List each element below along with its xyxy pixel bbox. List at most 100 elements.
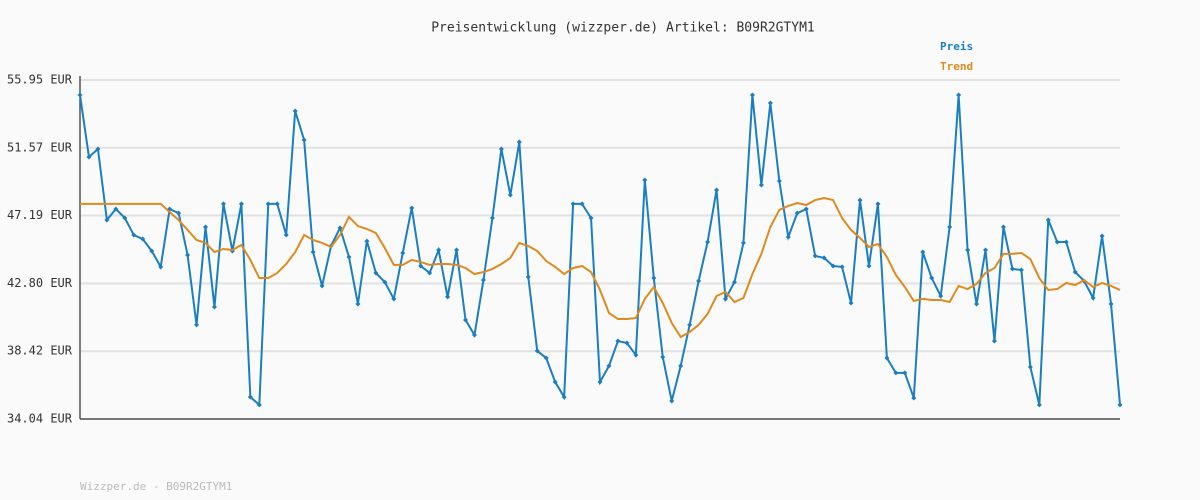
- point-marker: [579, 201, 585, 207]
- point-marker: [570, 201, 576, 207]
- point-marker: [436, 247, 442, 253]
- point-marker: [454, 247, 460, 253]
- point-marker: [767, 100, 773, 106]
- point-marker: [86, 154, 92, 160]
- point-marker: [1072, 269, 1078, 275]
- point-marker: [839, 264, 845, 270]
- point-marker: [731, 279, 737, 285]
- point-marker: [131, 232, 137, 238]
- point-marker: [615, 338, 621, 344]
- point-marker: [723, 296, 729, 302]
- point-marker: [857, 197, 863, 203]
- point-marker: [1090, 295, 1096, 301]
- point-marker: [355, 301, 361, 307]
- point-marker: [1045, 217, 1051, 223]
- point-marker: [588, 215, 594, 221]
- y-tick-label: 42.80 EUR: [7, 276, 73, 290]
- point-marker: [391, 296, 397, 302]
- point-marker: [203, 224, 209, 230]
- point-marker: [920, 249, 926, 255]
- point-marker: [794, 210, 800, 216]
- point-marker: [158, 264, 164, 270]
- point-marker: [1000, 224, 1006, 230]
- point-marker: [149, 248, 155, 254]
- point-marker: [247, 394, 253, 400]
- y-tick-label: 34.04 EUR: [7, 412, 73, 426]
- point-marker: [346, 254, 352, 260]
- point-marker: [364, 238, 370, 244]
- point-marker: [534, 348, 540, 354]
- point-marker: [122, 215, 128, 221]
- point-marker: [893, 370, 899, 376]
- point-marker: [902, 370, 908, 376]
- point-marker: [929, 275, 935, 281]
- point-marker: [669, 398, 675, 404]
- point-marker: [301, 137, 307, 143]
- point-marker: [830, 263, 836, 269]
- y-tick-label: 38.42 EUR: [7, 344, 73, 358]
- point-marker: [400, 250, 406, 256]
- chart-title: Preisentwicklung (wizzper.de) Artikel: B…: [431, 21, 815, 36]
- point-marker: [507, 192, 513, 198]
- point-marker: [938, 293, 944, 299]
- point-marker: [265, 201, 271, 207]
- point-marker: [866, 263, 872, 269]
- point-marker: [185, 252, 191, 258]
- point-marker: [489, 215, 495, 221]
- point-marker: [678, 363, 684, 369]
- point-marker: [714, 187, 720, 193]
- point-marker: [463, 317, 469, 323]
- point-marker: [1099, 233, 1105, 239]
- point-marker: [194, 322, 200, 328]
- point-marker: [382, 279, 388, 285]
- point-marker: [956, 92, 962, 98]
- point-marker: [104, 217, 110, 223]
- point-marker: [95, 146, 101, 152]
- point-marker: [1018, 267, 1024, 273]
- point-marker: [983, 247, 989, 253]
- point-marker: [77, 92, 83, 98]
- point-marker: [633, 352, 639, 358]
- point-marker: [176, 210, 182, 216]
- point-marker: [884, 355, 890, 361]
- point-marker: [624, 340, 630, 346]
- point-marker: [471, 332, 477, 338]
- point-marker: [812, 253, 818, 259]
- point-marker: [274, 201, 280, 207]
- y-tick-label: 55.95 EUR: [7, 73, 73, 87]
- point-marker: [776, 178, 782, 184]
- point-marker: [1054, 239, 1060, 245]
- point-marker: [821, 255, 827, 261]
- point-marker: [651, 275, 657, 281]
- point-marker: [991, 338, 997, 344]
- point-marker: [543, 355, 549, 361]
- y-tick-label: 51.57 EUR: [7, 140, 73, 154]
- point-marker: [1036, 402, 1042, 408]
- point-marker: [516, 139, 522, 145]
- point-marker: [642, 177, 648, 183]
- point-marker: [319, 283, 325, 289]
- point-marker: [561, 394, 567, 400]
- point-marker: [597, 379, 603, 385]
- point-marker: [965, 247, 971, 253]
- point-marker: [1117, 402, 1123, 408]
- point-marker: [498, 146, 504, 152]
- series-line: [80, 197, 1121, 339]
- point-marker: [687, 322, 693, 328]
- point-marker: [445, 294, 451, 300]
- point-marker: [140, 236, 146, 242]
- y-tick-label: 47.19 EUR: [7, 208, 73, 222]
- point-marker: [606, 363, 612, 369]
- point-marker: [1063, 239, 1069, 245]
- point-marker: [696, 278, 702, 284]
- point-marker: [256, 402, 262, 408]
- point-marker: [211, 304, 217, 310]
- point-marker: [974, 301, 980, 307]
- legend-label: Trend: [940, 60, 973, 73]
- point-marker: [740, 240, 746, 246]
- point-marker: [749, 92, 755, 98]
- point-marker: [283, 232, 289, 238]
- point-marker: [220, 201, 226, 207]
- point-marker: [848, 300, 854, 306]
